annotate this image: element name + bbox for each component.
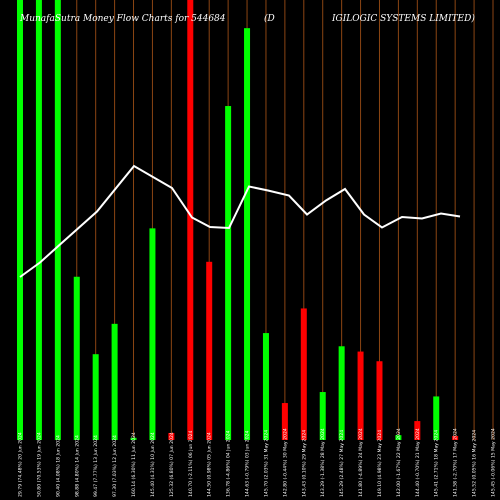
x-tick-label: 29.79 (74.48%) 20 Jun 2024 — [18, 432, 24, 497]
x-tick-label: 142.80 (-0.44%) 30 May 2024 — [282, 428, 288, 497]
money-flow-bar — [206, 261, 213, 440]
money-flow-bar — [73, 276, 80, 440]
money-flow-bar — [433, 396, 440, 440]
x-tick-label: 145.29 (2.48%) 27 May 2024 — [339, 430, 345, 497]
money-flow-bar — [452, 436, 459, 440]
money-flow-bar — [225, 106, 232, 440]
x-tick-label: 145.52 (0.05%) 16 May 2024 — [472, 430, 478, 497]
x-tick-label: 136.78 (-4.86%) 04 Jun 2024 — [226, 430, 232, 497]
money-flow-bar — [357, 351, 364, 440]
money-flow-bar — [149, 228, 156, 440]
money-flow-bar — [54, 0, 61, 440]
x-tick-label: 125.32 (6.80%) 07 Jun 2024 — [169, 432, 175, 497]
x-tick-label: 149.10 (4.98%) 23 May 2024 — [377, 430, 383, 497]
money-flow-bar — [376, 361, 383, 440]
x-tick-label: 141.58 (-2.70%) 17 May 2024 — [453, 428, 459, 497]
money-flow-bar — [111, 323, 118, 440]
x-tick-label: 144.40 (-0.70%) 21 May 2024 — [415, 428, 421, 497]
money-flow-bar — [168, 432, 175, 440]
x-tick-label: 90.40 (4.08%) 18 Jun 2024 — [55, 435, 61, 497]
x-tick-label: 141.80 (-4.89%) 24 May 2024 — [358, 428, 364, 497]
money-flow-bar — [300, 308, 307, 440]
x-tick-label: 99.47 (7.77%) 13 Jun 2024 — [93, 435, 99, 497]
money-flow-bar — [262, 333, 269, 440]
x-tick-label: 160.14 (6.30%) 11 Jun 2024 — [131, 432, 137, 497]
money-flow-bar — [414, 421, 421, 440]
money-flow-bar — [187, 0, 194, 440]
x-tick-label: 50.80 (70.53%) 19 Jun 2024 — [36, 432, 42, 497]
chart-title-left: MunafaSutra Money Flow Charts for 544684 — [19, 14, 226, 24]
money-flow-bar — [35, 0, 42, 440]
chart-title-middle: (D — [264, 13, 275, 24]
money-flow-bar — [319, 392, 326, 440]
x-tick-label: 97.30 (7.03%) 12 Jun 2024 — [112, 435, 118, 497]
x-tick-label: 145.41 (2.71%) 18 May 2024 — [434, 430, 440, 497]
chart-title-right: IGILOGIC SYSTEMS LIMITED) — [331, 13, 475, 24]
money-flow-bar — [17, 0, 23, 440]
x-tick-label: 145.70 (2.03%) 31 May 2024 — [263, 430, 269, 497]
money-flow-bar — [92, 354, 99, 440]
x-tick-label: 142.00 (-1.67%) 22 May 2024 — [396, 428, 402, 497]
x-tick-label: 145.40 (4.31%) 10 Jun 2024 — [150, 432, 156, 497]
money-flow-bar — [395, 435, 402, 440]
x-tick-label: 145.45 (-0.06%) 15 May 2024 — [491, 428, 497, 497]
x-tick-label: 98.88 (4.80%) 14 Jun 2024 — [74, 435, 80, 497]
x-tick-label: 144.50 (0.98%) 05 Jun 2024 — [207, 432, 213, 497]
money-flow-bar — [281, 403, 288, 440]
money-flow-bar — [244, 28, 251, 440]
money-flow-bar — [338, 346, 345, 440]
x-tick-label: 140.70 (-2.11%) 06 Jun 2024 — [188, 430, 194, 497]
x-tick-labels: 29.79 (74.48%) 20 Jun 2024 50.80 (70.53%)… — [18, 428, 497, 497]
x-tick-label: 143.43 (0.10%) 29 May 2024 — [301, 430, 307, 497]
money-flow-bars — [17, 0, 459, 440]
money-flow-line — [19, 164, 461, 278]
x-tick-label: 143.29 (-1.38%) 28 May 2024 — [320, 428, 326, 497]
money-flow-bar — [130, 437, 137, 440]
x-tick-label: 144.63 (-0.79%) 03 Jun 2024 — [245, 430, 251, 497]
